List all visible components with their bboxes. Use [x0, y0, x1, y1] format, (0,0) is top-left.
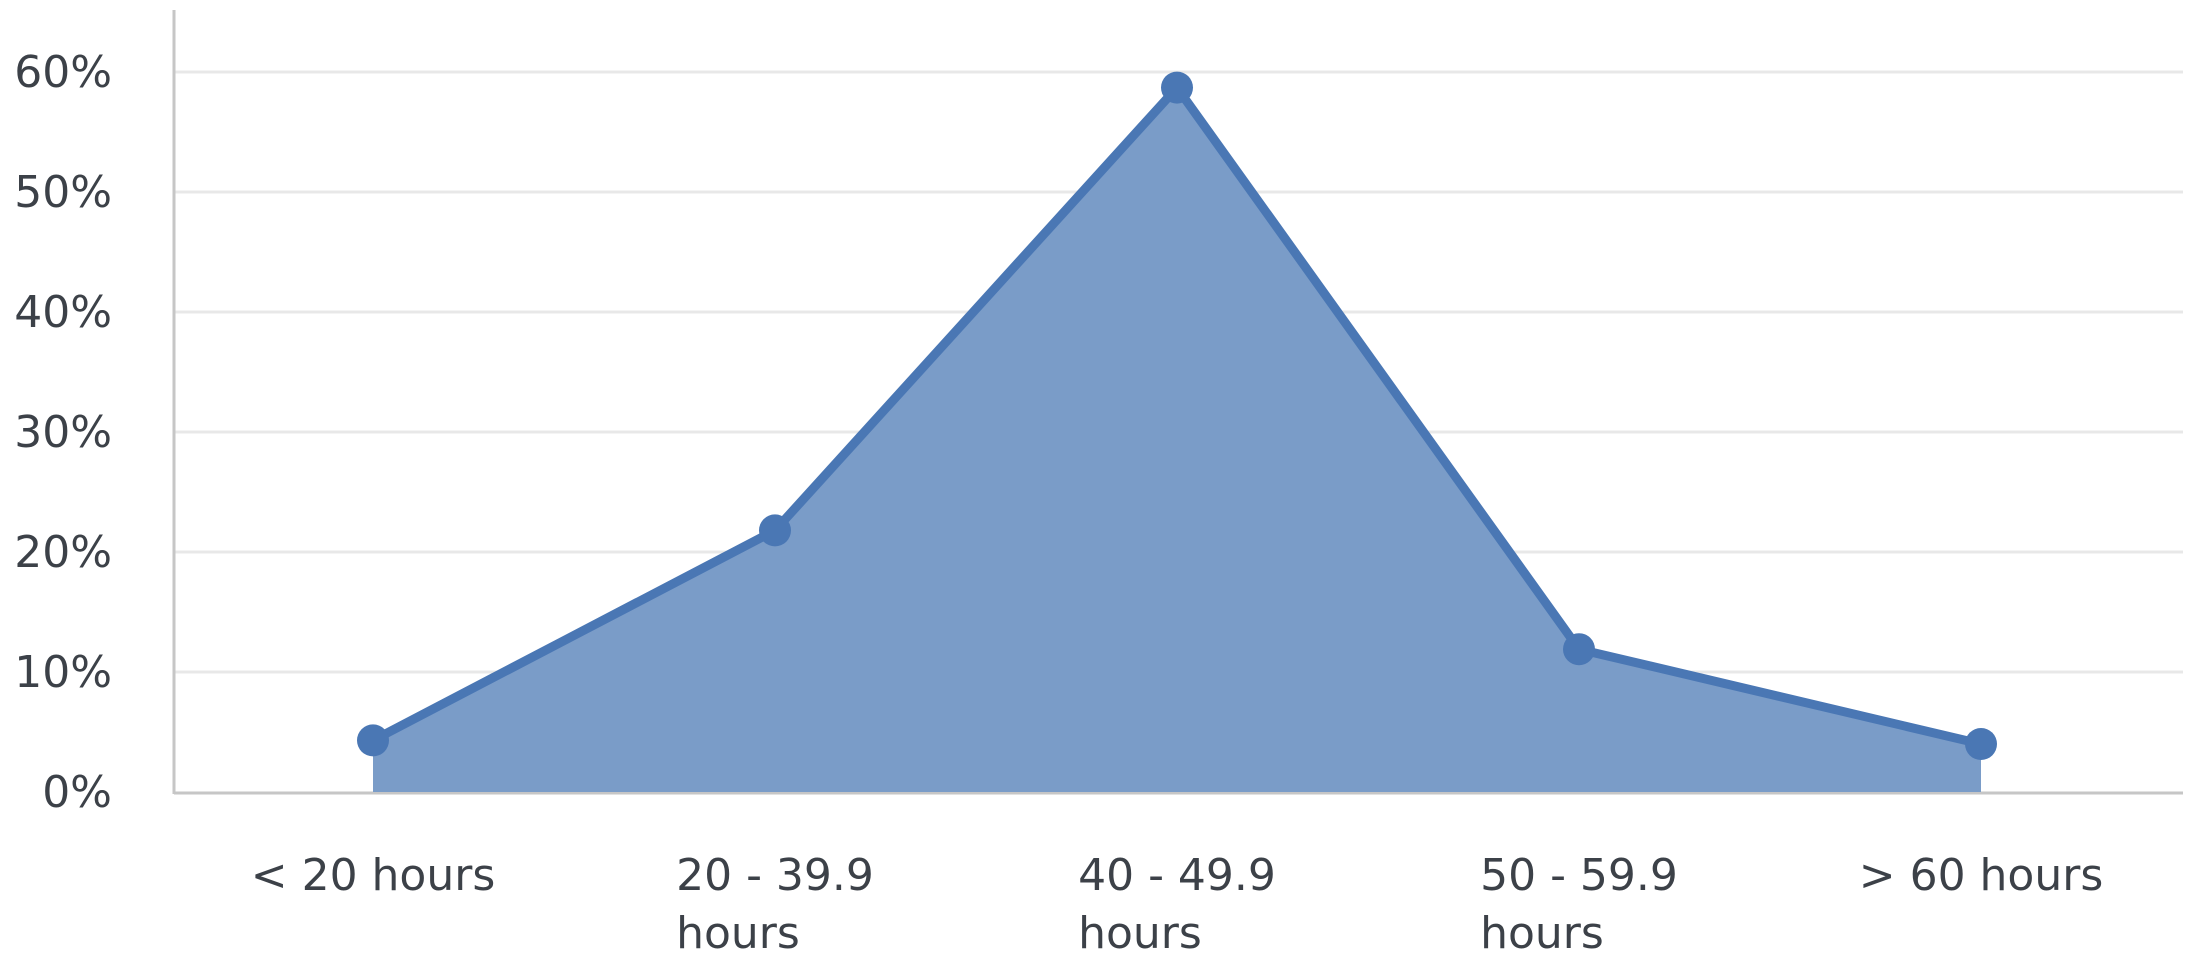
series-area-group — [373, 87, 1981, 793]
x-tick-label-line: < 20 hours — [251, 850, 496, 901]
data-point — [759, 514, 791, 547]
data-point — [1161, 71, 1193, 104]
x-tick-label: 50 - 59.9 hours — [1480, 850, 1678, 955]
series-area — [373, 87, 1981, 793]
x-tick-label: 20 - 39.9 hours — [676, 850, 874, 955]
y-axis-tick-labels: 0% 10% 20% 30% 40% 50% 60% — [14, 47, 112, 818]
y-tick-label: 20% — [14, 527, 112, 578]
series-points-group — [357, 71, 1997, 760]
x-tick-label-line: 20 - 39.9 — [676, 850, 874, 901]
x-tick-label-line: > 60 hours — [1859, 850, 2104, 901]
data-point — [1965, 728, 1997, 760]
y-tick-label: 0% — [42, 767, 112, 818]
x-tick-label: > 60 hours — [1859, 850, 2104, 901]
data-point — [357, 724, 389, 757]
x-tick-label: 40 - 49.9 hours — [1078, 850, 1276, 955]
x-tick-label-line: 40 - 49.9 — [1078, 850, 1276, 901]
data-point — [1563, 633, 1595, 666]
y-tick-label: 30% — [14, 407, 112, 458]
x-tick-label: < 20 hours — [251, 850, 496, 901]
x-tick-label-line: hours — [676, 908, 800, 955]
y-tick-label: 60% — [14, 47, 112, 98]
y-tick-label: 50% — [14, 167, 112, 218]
x-tick-label-line: 50 - 59.9 — [1480, 850, 1678, 901]
axes — [172, 10, 2183, 795]
x-tick-label-line: hours — [1480, 908, 1604, 955]
x-tick-label-line: hours — [1078, 908, 1202, 955]
y-tick-label: 40% — [14, 287, 112, 338]
y-tick-label: 10% — [14, 647, 112, 698]
